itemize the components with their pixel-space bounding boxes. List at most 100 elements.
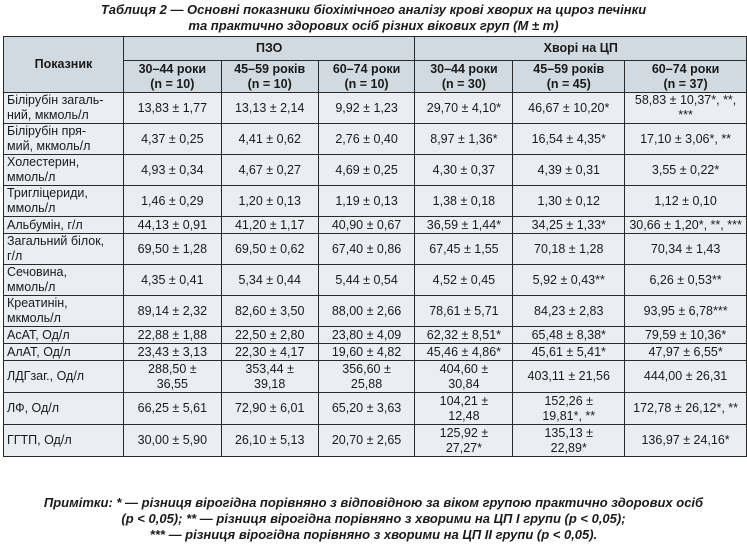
column-n: (n = 10) bbox=[344, 76, 389, 91]
value-line: 5,34 ± 0,44 bbox=[238, 272, 301, 287]
value-line: 4,67 ± 0,27 bbox=[238, 162, 301, 177]
value-line: 13,83 ± 1,77 bbox=[137, 100, 208, 115]
table-row: ГГТП, Од/л 30,00 ± 5,90 26,10 ± 5,13 20,70 … bbox=[3, 424, 747, 457]
value-cell: 44,13 ± 0,91 bbox=[122, 216, 222, 234]
notes-line-3: *** — різниця вірогідна порівняно з хвор… bbox=[149, 527, 598, 542]
value-cell: 66,25 ± 5,61 bbox=[122, 392, 222, 425]
value-cell: 1,19 ± 0,13 bbox=[317, 185, 416, 217]
value-cell: 172,78 ± 26,12*, ** bbox=[624, 392, 747, 425]
value-line: 19,60 ± 4,82 bbox=[331, 344, 402, 359]
value-line: 135,13 ± bbox=[544, 425, 594, 440]
value-line: 22,89* bbox=[550, 440, 587, 455]
value-cell: 4,30 ± 0,37 bbox=[414, 154, 514, 186]
value-line: 79,59 ± 10,36* bbox=[644, 327, 727, 342]
value-line: 47,97 ± 6,55* bbox=[648, 344, 723, 359]
row-label-line: ГГТП, Од/л bbox=[7, 433, 72, 447]
value-cell: 2,76 ± 0,40 bbox=[317, 123, 416, 155]
row-label-line: г/л bbox=[7, 249, 23, 263]
column-n: (n = 10) bbox=[150, 76, 195, 91]
value-line: 65,20 ± 3,63 bbox=[331, 401, 402, 415]
value-cell: 404,60 ±30,84 bbox=[414, 360, 514, 393]
value-line: 34,25 ± 1,33* bbox=[531, 217, 606, 232]
value-line: 1,20 ± 0,13 bbox=[238, 193, 301, 208]
value-cell: 22,30 ± 4,17 bbox=[220, 343, 319, 361]
value-line: 23,43 ± 3,13 bbox=[137, 344, 208, 359]
value-line: 66,25 ± 5,61 bbox=[137, 401, 208, 415]
row-label-line: АсАТ, Од/л bbox=[7, 327, 70, 342]
value-cell: 29,70 ± 4,10* bbox=[414, 92, 514, 124]
column-age: 30–44 роки bbox=[430, 61, 498, 76]
value-cell: 23,43 ± 3,13 bbox=[122, 343, 222, 361]
row-label: Сечовина, ммоль/л bbox=[3, 264, 124, 296]
value-line: 172,78 ± 26,12*, ** bbox=[633, 401, 739, 415]
value-line: 70,34 ± 1,43 bbox=[650, 241, 721, 256]
table-row: Загальний білок, г/л 69,50 ± 1,28 69,50 ± 0… bbox=[3, 233, 747, 265]
row-label: Альбумін, г/л bbox=[3, 216, 124, 234]
value-cell: 6,26 ± 0,53** bbox=[624, 264, 747, 296]
value-line: 36,55 bbox=[156, 376, 188, 391]
value-cell: 34,25 ± 1,33* bbox=[512, 216, 626, 234]
value-line: 78,61 ± 5,71 bbox=[429, 303, 499, 318]
value-cell: 45,46 ± 4,86* bbox=[414, 343, 514, 361]
value-cell: 17,10 ± 3,06*, ** bbox=[624, 123, 747, 155]
group-header-cp: Хворі на ЦП bbox=[414, 36, 747, 61]
value-line: 5,44 ± 0,54 bbox=[335, 272, 398, 287]
value-cell: 47,97 ± 6,55* bbox=[624, 343, 747, 361]
row-label: ГГТП, Од/л bbox=[3, 424, 124, 457]
value-cell: 72,90 ± 6,01 bbox=[220, 392, 319, 425]
value-cell: 26,10 ± 5,13 bbox=[220, 424, 319, 457]
value-line: 89,14 ± 2,32 bbox=[137, 303, 208, 318]
column-age: 30–44 роки bbox=[138, 61, 207, 76]
notes-line-1: Примітки: * — різниця вірогідна порівнян… bbox=[43, 495, 704, 510]
table-row: АлАТ, Од/л 23,43 ± 3,13 22,30 ± 4,17 19,60 … bbox=[3, 343, 747, 361]
column-n: (n = 45) bbox=[546, 76, 591, 91]
row-label-line: АлАТ, Од/л bbox=[7, 344, 71, 359]
row-label: ЛДГзаг., Од/л bbox=[3, 360, 124, 393]
value-cell: 41,20 ± 1,17 bbox=[220, 216, 319, 234]
value-cell: 79,59 ± 10,36* bbox=[624, 326, 747, 344]
value-cell: 65,48 ± 8,38* bbox=[512, 326, 626, 344]
value-line: 12,48 bbox=[448, 408, 480, 423]
row-label-line: Загальний білок, bbox=[7, 234, 105, 249]
value-line: 1,30 ± 0,12 bbox=[537, 193, 600, 208]
value-line: 41,20 ± 1,17 bbox=[234, 217, 305, 232]
value-cell: 8,97 ± 1,36* bbox=[414, 123, 514, 155]
table-row: ЛДГзаг., Од/л 288,50 ±36,55 353,44 ±39,18 3… bbox=[3, 360, 747, 393]
value-cell: 125,92 ±27,27* bbox=[414, 424, 514, 457]
value-line: 1,12 ± 0,10 bbox=[654, 193, 717, 208]
row-label: Холестерин, ммоль/л bbox=[3, 154, 124, 186]
value-line: 4,93 ± 0,34 bbox=[141, 162, 204, 177]
row-label-line: мий, мкмоль/л bbox=[7, 139, 91, 153]
value-line: 4,37 ± 0,25 bbox=[141, 131, 204, 146]
table-row: ЛФ, Од/л 66,25 ± 5,61 72,90 ± 6,01 65,20 ± … bbox=[3, 392, 747, 425]
value-cell: 4,67 ± 0,27 bbox=[220, 154, 319, 186]
value-line: 62,32 ± 8,51* bbox=[426, 327, 502, 342]
value-line: 16,54 ± 4,35* bbox=[531, 131, 606, 146]
row-label: Загальний білок, г/л bbox=[3, 233, 124, 265]
value-line: 444,00 ± 26,31 bbox=[643, 369, 728, 383]
row-label: Тригліцериди, ммоль/л bbox=[3, 185, 124, 217]
value-cell: 23,80 ± 4,09 bbox=[317, 326, 416, 344]
table-row: Білірубін загаль-ний, мкмоль/л 13,83 ± 1,… bbox=[3, 92, 747, 124]
value-line: 353,44 ± bbox=[245, 361, 294, 376]
value-cell: 152,26 ±19,81*, ** bbox=[512, 392, 626, 425]
value-line: 22,50 ± 2,80 bbox=[234, 327, 305, 342]
value-cell: 356,60 ±25,88 bbox=[317, 360, 416, 393]
column-n: (n = 10) bbox=[247, 76, 292, 91]
value-line: 3,55 ± 0,22* bbox=[651, 162, 720, 177]
value-cell: 40,90 ± 0,67 bbox=[317, 216, 416, 234]
column-age: 45–59 років bbox=[533, 61, 605, 76]
value-line: 67,45 ± 1,55 bbox=[429, 241, 499, 256]
value-cell: 36,59 ± 1,44* bbox=[414, 216, 514, 234]
value-line: 30,00 ± 5,90 bbox=[137, 433, 208, 447]
value-cell: 62,32 ± 8,51* bbox=[414, 326, 514, 344]
value-cell: 70,34 ± 1,43 bbox=[624, 233, 747, 265]
value-cell: 13,13 ± 2,14 bbox=[220, 92, 319, 124]
value-line: 4,52 ± 0,45 bbox=[432, 272, 496, 287]
value-line: 4,30 ± 0,37 bbox=[432, 162, 496, 177]
value-cell: 16,54 ± 4,35* bbox=[512, 123, 626, 155]
value-cell: 58,83 ± 10,37*, **, *** bbox=[624, 92, 747, 124]
table-row: Альбумін, г/л 44,13 ± 0,91 41,20 ± 1,17 40,… bbox=[3, 216, 747, 234]
column-header: 45–59 років (n = 10) bbox=[220, 60, 319, 93]
column-header: 30–44 роки (n = 10) bbox=[122, 60, 222, 93]
